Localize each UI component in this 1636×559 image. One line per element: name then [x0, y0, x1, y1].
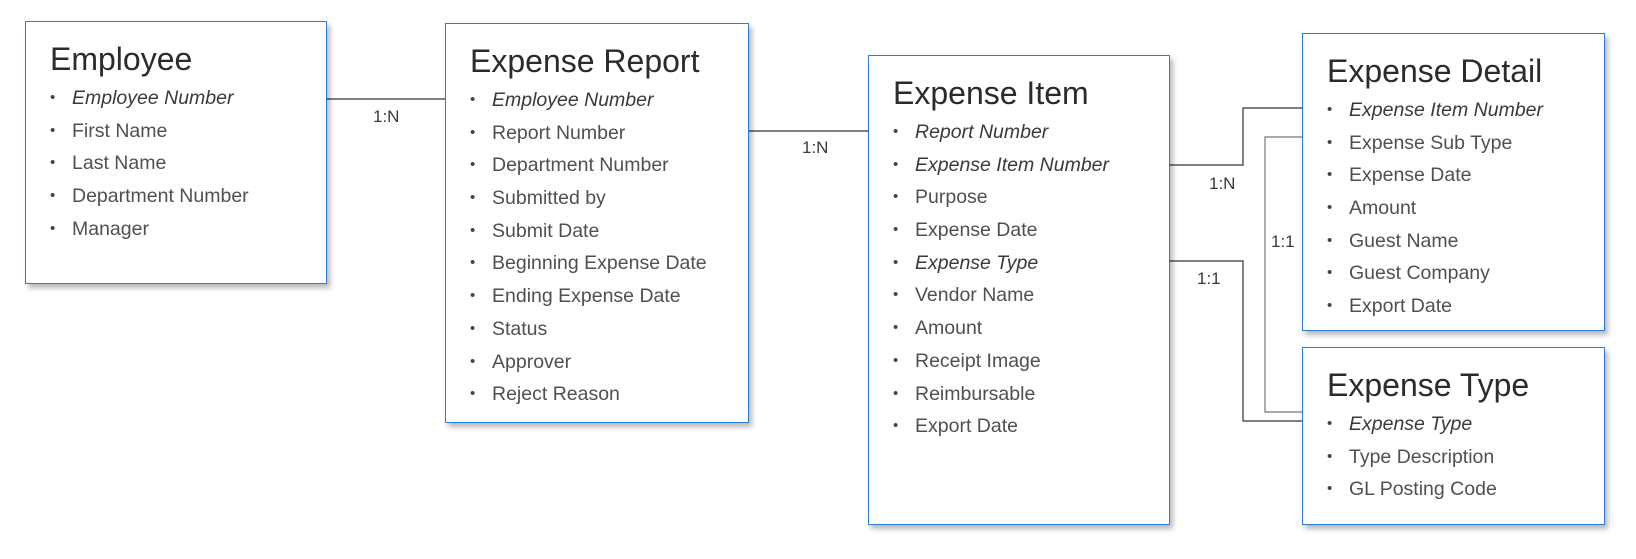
entity-field: Department Number — [470, 149, 738, 182]
entity-field: Status — [470, 313, 738, 346]
entity-title: Expense Item — [893, 75, 1089, 111]
entity-field: Export Date — [893, 410, 1159, 443]
entity-field: Receipt Image — [893, 345, 1159, 378]
link-item-detail — [1126, 107, 1320, 166]
entity-field: Type Description — [1327, 441, 1594, 474]
entity-field: Reject Reason — [470, 378, 738, 411]
entity-field: Approver — [470, 346, 738, 379]
entity-field: Submit Date — [470, 215, 738, 248]
entity-expense-report: Expense Report Employee NumberReport Numb… — [445, 23, 749, 423]
entity-field: Expense Date — [893, 214, 1159, 247]
entity-field: Expense Item Number — [1327, 94, 1594, 127]
entity-field: Expense Type — [1327, 408, 1594, 441]
link-subtype-type — [1264, 136, 1320, 413]
entity-field: Submitted by — [470, 182, 738, 215]
entity-field: Report Number — [470, 117, 738, 150]
entity-field: Guest Company — [1327, 257, 1594, 290]
entity-title: Employee — [50, 41, 193, 77]
entity-employee: Employee Employee NumberFirst NameLast Na… — [25, 21, 327, 284]
entity-field: Employee Number — [50, 82, 316, 115]
entity-field: Expense Type — [893, 247, 1159, 280]
entity-field: Expense Item Number — [893, 149, 1159, 182]
entity-field: Guest Name — [1327, 225, 1594, 258]
entity-title: Expense Type — [1327, 367, 1530, 403]
entity-field: Report Number — [893, 116, 1159, 149]
entity-expense-item: Expense Item Report NumberExpense Item Nu… — [868, 55, 1170, 525]
entity-field: Purpose — [893, 181, 1159, 214]
entity-field: First Name — [50, 115, 316, 148]
entity-field: Expense Date — [1327, 159, 1594, 192]
entity-field: Vendor Name — [893, 279, 1159, 312]
cardinality-label: 1:1 — [1271, 232, 1295, 251]
cardinality-label: 1:N — [1209, 174, 1236, 193]
entity-field: Export Date — [1327, 290, 1594, 323]
entity-expense-detail: Expense DetailExpense Item NumberExpense… — [1302, 33, 1605, 331]
entity-field: Expense Sub Type — [1327, 127, 1594, 160]
cardinality-label: 1:N — [373, 107, 400, 126]
entity-field: Beginning Expense Date — [470, 247, 738, 280]
entity-title: Expense Report — [470, 43, 700, 79]
entity-field: Ending Expense Date — [470, 280, 738, 313]
entity-field: Manager — [50, 213, 316, 246]
entity-field: Employee Number — [470, 84, 738, 117]
entity-title: Expense Detail — [1327, 53, 1543, 89]
entity-field: Amount — [893, 312, 1159, 345]
cardinality-label: 1:1 — [1197, 269, 1221, 288]
entity-field: Department Number — [50, 180, 316, 213]
cardinality-label: 1:N — [802, 138, 829, 157]
entity-field: Reimbursable — [893, 378, 1159, 411]
entity-field: Amount — [1327, 192, 1594, 225]
entity-expense-type: Expense TypeExpense TypeType Description… — [1302, 347, 1605, 525]
entity-field: Last Name — [50, 147, 316, 180]
entity-field: GL Posting Code — [1327, 473, 1594, 506]
